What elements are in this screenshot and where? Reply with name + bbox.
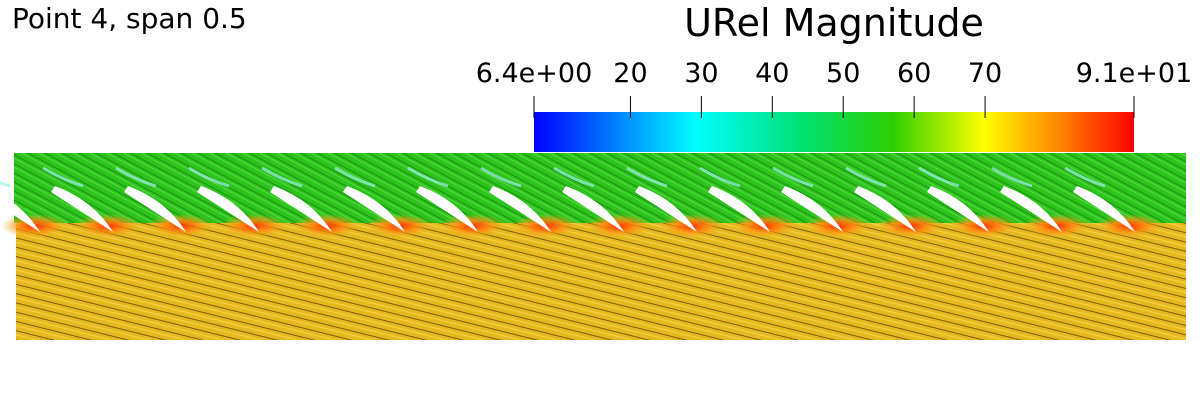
- blade: [781, 186, 843, 232]
- blade: [854, 186, 916, 232]
- blade: [51, 186, 113, 232]
- blade: [489, 186, 551, 232]
- blade: [0, 194, 40, 232]
- blade: [927, 186, 989, 232]
- wake: [0, 181, 11, 188]
- title: Point 4, span 0.5: [12, 2, 247, 35]
- colorbar-tick-label: 40: [755, 58, 789, 89]
- wake: [480, 166, 522, 188]
- wake: [261, 166, 303, 188]
- flow-field: [0, 153, 1186, 340]
- colorbar-tick-label: 6.4e+00: [476, 58, 593, 89]
- wake: [772, 166, 814, 188]
- wake: [626, 166, 668, 188]
- wake: [188, 166, 230, 188]
- wake: [991, 166, 1033, 188]
- colorbar-tick-label: 30: [684, 58, 718, 89]
- wake: [918, 166, 960, 188]
- colorbar-tick-label: 60: [897, 58, 931, 89]
- colorbar-tick-label: 50: [826, 58, 860, 89]
- colorbar-tick-label: 20: [613, 58, 647, 89]
- colorbar-tick-label: 9.1e+01: [1076, 58, 1193, 89]
- wake: [115, 166, 157, 188]
- wake: [845, 166, 887, 188]
- blade: [270, 186, 332, 232]
- colorbar: [534, 112, 1134, 152]
- wake: [699, 166, 741, 188]
- wake: [407, 166, 449, 188]
- blade: [124, 186, 186, 232]
- wake: [553, 166, 595, 188]
- colorbar-tick-label: 70: [968, 58, 1002, 89]
- blade: [562, 186, 624, 232]
- wake: [334, 166, 376, 188]
- blade: [708, 186, 770, 232]
- blade: [416, 186, 478, 232]
- blade: [1073, 186, 1135, 232]
- blade: [197, 186, 259, 232]
- wake: [1064, 166, 1106, 188]
- wake: [42, 166, 84, 188]
- blade: [1000, 186, 1062, 232]
- blade: [343, 186, 405, 232]
- colorbar-title: URel Magnitude: [684, 1, 984, 45]
- blade: [635, 186, 697, 232]
